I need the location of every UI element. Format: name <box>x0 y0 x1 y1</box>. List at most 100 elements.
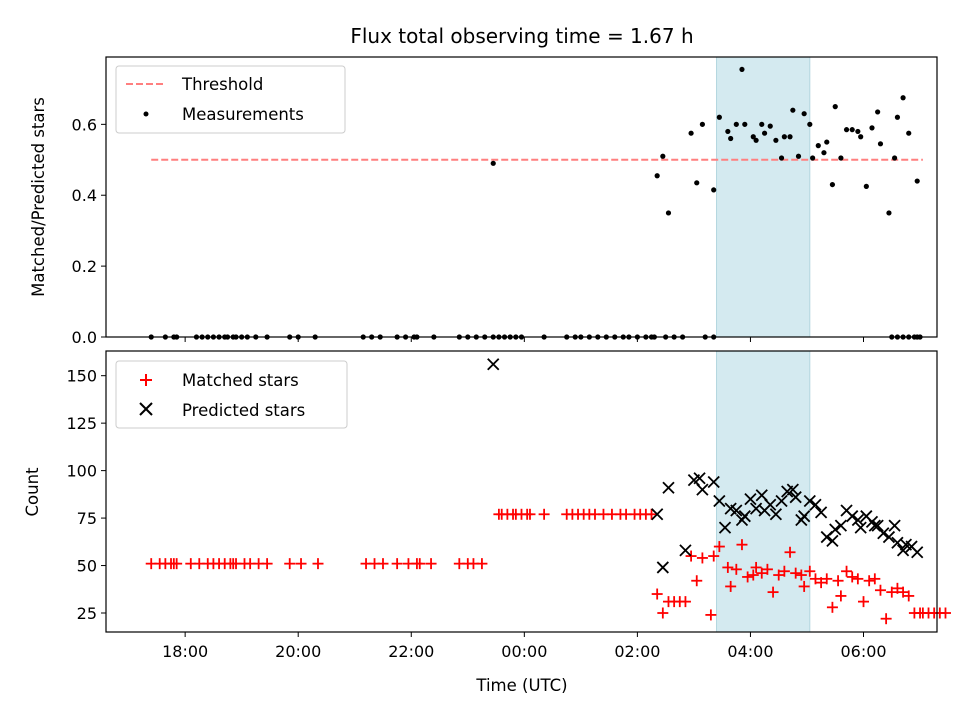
measurement-point <box>829 181 836 188</box>
predicted-star-point <box>775 494 788 508</box>
matched-star-point <box>708 550 720 562</box>
matched-star-point <box>903 590 915 602</box>
measurement-point <box>790 107 796 113</box>
matched-star-point <box>679 596 691 608</box>
y-tick-label: 0.6 <box>72 115 97 134</box>
measurement-point <box>787 134 793 140</box>
predicted-star-point <box>829 523 842 536</box>
measurement-point <box>849 127 855 133</box>
measurement-point <box>863 183 869 189</box>
matched-star-point <box>696 552 708 564</box>
measurement-point <box>654 173 660 179</box>
predicted-star-point <box>809 498 822 511</box>
predicted-star-point <box>888 519 901 532</box>
matched-star-point <box>815 577 827 589</box>
y-tick-label: 100 <box>66 462 97 481</box>
matched-star-point <box>784 546 796 558</box>
measurement-point <box>750 134 756 140</box>
measurement-point <box>778 155 785 161</box>
measurement-point <box>716 114 722 120</box>
legend-measurements-label: Measurements <box>182 105 304 124</box>
predicted-star-point <box>656 561 669 574</box>
matched-star-point <box>476 558 488 570</box>
matched-star-point <box>841 565 853 577</box>
predicted-star-point <box>911 546 924 559</box>
measurement-point <box>892 155 898 161</box>
bottom-x-ticks: 18:00 20:00 22:00 00:00 02:00 04:00 06:00 <box>162 632 887 661</box>
matched-star-point <box>730 563 742 575</box>
matched-star-point <box>897 586 909 598</box>
x-tick-label: 00:00 <box>501 642 547 661</box>
bottom-panel: 25 50 75 100 125 150 18:00 20:00 22:00 00:00 02:0… <box>23 350 951 695</box>
top-y-axis-label: Matched/Predicted stars <box>29 97 48 297</box>
measurement-point <box>781 134 787 140</box>
measurement-point <box>810 155 816 161</box>
predicted-star-point <box>738 510 751 523</box>
matched-star-point <box>809 573 821 585</box>
measurement-point <box>795 153 802 159</box>
legend-measurements-swatch <box>143 111 149 117</box>
measurement-point <box>725 128 731 135</box>
measurement-point <box>739 66 745 73</box>
matched-star-point <box>790 567 802 579</box>
matched-star-point <box>685 550 697 562</box>
measurement-point <box>728 135 734 142</box>
predicted-star-point <box>651 508 664 521</box>
predicted-star-point <box>713 494 726 508</box>
predicted-star-point <box>789 491 802 504</box>
legend-predicted-swatch <box>139 402 153 416</box>
y-tick-label: 0.2 <box>72 257 97 276</box>
legend-matched-swatch <box>140 374 152 386</box>
measurement-point <box>858 134 864 140</box>
measurement-point <box>875 109 881 115</box>
matched-star-point <box>295 558 307 570</box>
matched-star-point <box>722 561 734 573</box>
top-legend: Threshold Measurements <box>115 65 346 134</box>
predicted-star-point <box>693 472 706 485</box>
top-legend-box <box>115 65 346 134</box>
bottom-panel-frame <box>105 350 938 633</box>
matched-star-point <box>538 508 550 520</box>
matched-star-point <box>691 575 703 587</box>
measurement-points <box>148 66 923 340</box>
legend-predicted-label: Predicted stars <box>182 401 305 420</box>
matched-star-point <box>874 584 886 596</box>
matched-star-point <box>821 573 833 585</box>
measurement-point <box>761 130 768 136</box>
chart-title: Flux total observing time = 1.67 h <box>350 24 693 48</box>
predicted-star-point <box>679 544 692 557</box>
matched-star-point <box>767 586 779 598</box>
matched-star-point <box>891 582 903 594</box>
measurement-point <box>843 127 850 133</box>
predicted-star-point <box>834 519 848 532</box>
predicted-star-point <box>877 527 890 540</box>
top-panel: 0.0 0.2 0.4 0.6 Matched/Predicted stars Thr… <box>29 56 938 347</box>
measurement-point <box>694 180 700 186</box>
predicted-star-point <box>786 483 799 496</box>
matched-star-point <box>651 588 663 600</box>
matched-star-point <box>804 565 816 577</box>
matched-star-point <box>886 586 898 598</box>
measurement-point <box>801 111 807 117</box>
matched-star-point <box>773 569 785 581</box>
matched-star-point <box>742 571 754 583</box>
predicted-star-point <box>707 475 720 489</box>
matched-star-point <box>425 558 437 570</box>
measurement-point <box>821 150 827 156</box>
measurement-point <box>742 121 748 127</box>
matched-star-point <box>171 558 183 570</box>
y-tick-label: 25 <box>77 604 97 623</box>
matched-star-point <box>312 558 324 570</box>
measurement-point <box>900 95 906 101</box>
measurement-point <box>838 155 844 161</box>
predicted-star-point <box>696 483 709 496</box>
matched-star-point <box>880 613 892 625</box>
predicted-star-point <box>826 534 839 548</box>
measurement-point <box>906 130 912 136</box>
measurement-point <box>711 187 717 193</box>
predicted-star-point <box>814 506 828 519</box>
matched-star-point <box>736 539 748 551</box>
top-x-ticks <box>184 337 865 342</box>
top-highlight-band <box>716 56 811 338</box>
bottom-legend: Matched stars Predicted stars <box>115 360 348 429</box>
